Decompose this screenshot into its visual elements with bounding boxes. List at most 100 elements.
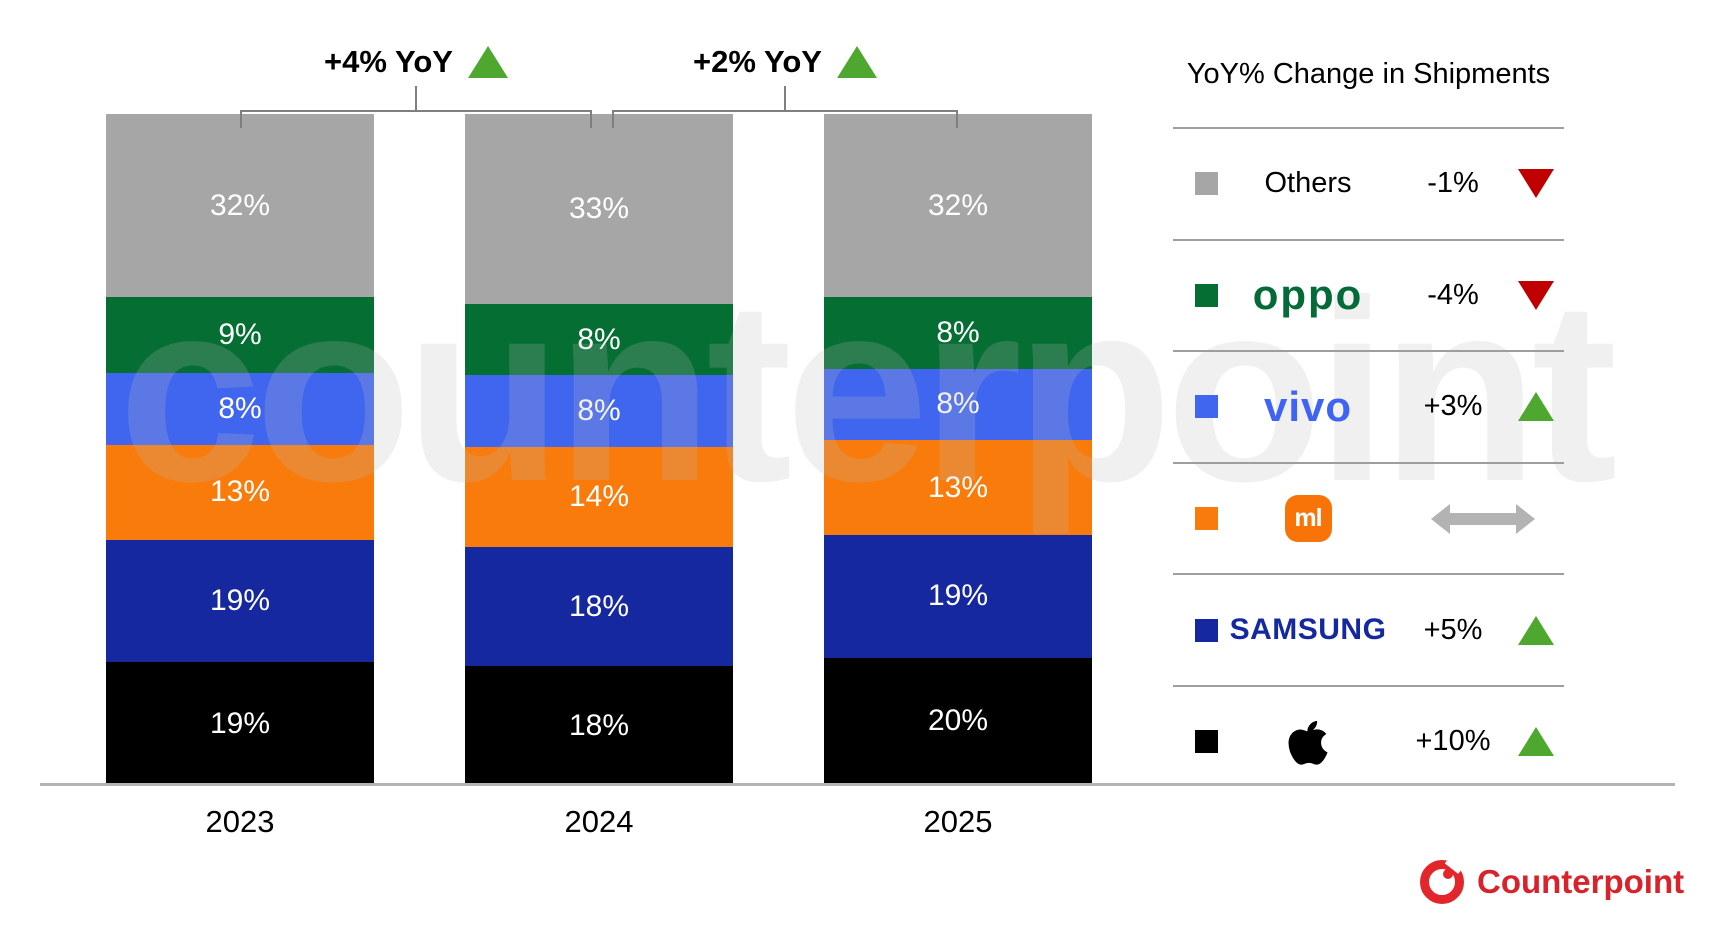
segment-label: 19% — [927, 579, 989, 613]
bracket-line — [612, 110, 958, 112]
brand-cell-vivo: vivo — [1218, 382, 1398, 430]
segment-oppo-2023: 9% — [106, 297, 374, 374]
segment-apple-2023: 19% — [106, 662, 374, 785]
yoy-annotation-text: +4% YoY — [324, 44, 453, 79]
bar-2024: 33% 8% 8% 14% 18% 18% — [465, 114, 733, 785]
segment-label: 8% — [218, 392, 262, 426]
brand-cell-oppo: oppo — [1218, 274, 1398, 316]
bracket-tick — [240, 110, 242, 128]
segment-xiaomi-2024: 14% — [465, 447, 733, 548]
others-swatch — [1195, 172, 1218, 196]
bracket-stem — [784, 86, 786, 110]
bar-2023: 32% 9% 8% 13% 19% 19% — [106, 114, 374, 785]
indicator-cell-samsung — [1508, 615, 1564, 645]
segment-others-2023: 32% — [106, 114, 374, 298]
counterpoint-logo-icon — [1420, 853, 1467, 904]
bracket-stem — [415, 86, 417, 110]
yoy-value-others: -1% — [1427, 167, 1479, 200]
indicator-cell-vivo — [1508, 392, 1564, 422]
yoy-value-apple: +10% — [1415, 725, 1491, 758]
segment-samsung-2025: 19% — [824, 534, 1092, 658]
segment-xiaomi-2023: 13% — [106, 444, 374, 540]
segment-label: 14% — [568, 480, 630, 514]
yoy-value-vivo: +3% — [1423, 390, 1483, 423]
indicator-cell-apple — [1508, 727, 1564, 757]
yoy-value-oppo: -4% — [1427, 278, 1479, 311]
arrow-left-head — [1431, 503, 1450, 534]
segment-label: 9% — [218, 318, 262, 352]
segment-oppo-2025: 8% — [824, 297, 1092, 369]
brand-cell-xiaomi: ml — [1218, 495, 1398, 543]
bracket-line — [240, 110, 592, 112]
segment-xiaomi-2025: 13% — [824, 440, 1092, 535]
legend-row-vivo: vivo +3% — [1173, 350, 1564, 462]
xiaomi-swatch — [1195, 507, 1218, 531]
apple-swatch — [1195, 730, 1218, 754]
up-triangle-icon — [1518, 727, 1554, 757]
segment-label: 8% — [577, 322, 621, 356]
legend-row-samsung: SAMSUNG +5% — [1173, 573, 1564, 685]
segment-label: 32% — [927, 188, 989, 222]
oppo-swatch — [1195, 283, 1218, 307]
xiaomi-mi-logo: ml — [1284, 495, 1332, 543]
legend-row-oppo: oppo -4% — [1173, 238, 1564, 351]
oppo-logo: oppo — [1252, 271, 1364, 319]
up-triangle-icon — [836, 46, 877, 78]
segment-label: 32% — [209, 188, 271, 222]
vivo-logo: vivo — [1263, 382, 1353, 430]
apple-logo — [1288, 721, 1328, 765]
legend-row-xiaomi: ml — [1173, 461, 1564, 574]
segment-apple-2025: 20% — [824, 657, 1092, 785]
segment-label: 20% — [927, 704, 989, 738]
segment-vivo-2023: 8% — [106, 373, 374, 445]
segment-label: 8% — [577, 394, 621, 428]
yoy-annotation-text: +2% YoY — [693, 44, 822, 79]
samsung-swatch — [1195, 618, 1218, 642]
segment-label: 13% — [927, 470, 989, 504]
indicator-cell-others — [1508, 169, 1564, 199]
vivo-swatch — [1195, 395, 1218, 419]
segment-samsung-2024: 18% — [465, 547, 733, 667]
x-axis-line — [40, 783, 1675, 786]
segment-label: 19% — [209, 583, 271, 617]
bracket-tick — [612, 110, 614, 128]
up-triangle-icon — [1518, 615, 1554, 645]
logo-dot — [1443, 869, 1453, 879]
segment-apple-2024: 18% — [465, 666, 733, 785]
bracket-tick — [956, 110, 958, 128]
yoy-annotation-1: +4% YoY — [324, 44, 508, 80]
indicator-cell-oppo — [1508, 280, 1564, 310]
legend-title: YoY% Change in Shipments — [1186, 58, 1551, 90]
x-label-2025: 2025 — [923, 804, 993, 839]
down-triangle-icon — [1518, 169, 1554, 199]
arrow-bar — [1446, 512, 1520, 525]
logo-ring — [1420, 860, 1464, 904]
samsung-logo: SAMSUNG — [1229, 613, 1387, 647]
segment-label: 19% — [209, 706, 271, 740]
bar-2025: 32% 8% 8% 13% 19% 20% — [824, 114, 1092, 785]
segment-label: 18% — [568, 708, 630, 742]
segment-label: 8% — [936, 316, 980, 350]
yoy-annotation-2: +2% YoY — [693, 44, 877, 80]
segment-label: 33% — [568, 191, 630, 225]
segment-vivo-2025: 8% — [824, 368, 1092, 441]
segment-label: 8% — [936, 387, 980, 421]
up-triangle-icon — [467, 46, 508, 78]
segment-label: 13% — [209, 475, 271, 509]
x-label-2023: 2023 — [205, 804, 275, 839]
yoy-value-samsung: +5% — [1423, 613, 1483, 646]
brand-cell-apple — [1218, 715, 1398, 768]
legend-panel: Others -1% oppo -4% vivo +3% ml SAMSUNG +5% +10% — [1173, 127, 1564, 797]
segment-vivo-2024: 8% — [465, 375, 733, 448]
segment-others-2024: 33% — [465, 114, 733, 304]
legend-row-apple: +10% — [1173, 684, 1564, 797]
up-triangle-icon — [1518, 392, 1554, 422]
segment-oppo-2024: 8% — [465, 303, 733, 376]
others-label: Others — [1264, 167, 1352, 200]
down-triangle-icon — [1518, 280, 1554, 310]
brand-cell-others: Others — [1218, 167, 1398, 200]
segment-label: 18% — [568, 589, 630, 623]
flat-double-arrow-icon — [1431, 503, 1535, 534]
x-label-2024: 2024 — [564, 804, 634, 839]
